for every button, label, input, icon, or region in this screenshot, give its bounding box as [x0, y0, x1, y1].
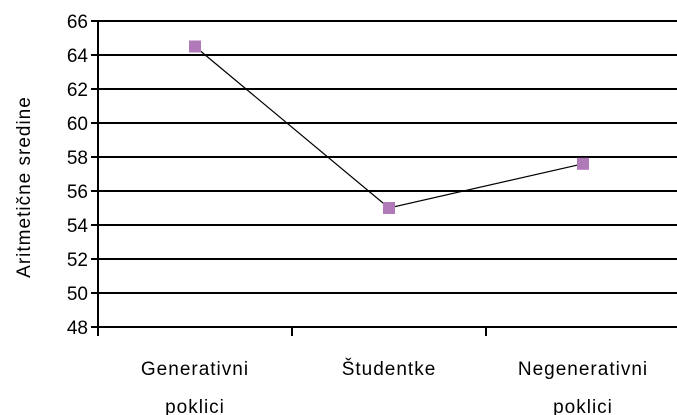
y-axis-title: Aritmetične sredine — [14, 96, 35, 278]
y-tick-label-52: 52 — [67, 250, 88, 271]
x-category-label-2-line-1: poklici — [553, 397, 613, 415]
data-point-1 — [383, 202, 395, 214]
x-category-label-1: Študentke — [342, 358, 437, 380]
x-category-label-0-line-1: poklici — [165, 397, 225, 415]
data-point-2 — [577, 157, 589, 170]
y-tick-label-56: 56 — [67, 182, 88, 203]
x-category-label-0: Generativni poklici — [141, 359, 249, 415]
x-category-label-0-line-0: Generativni — [141, 359, 249, 380]
gridlines — [98, 20, 677, 294]
y-tick-label-58: 58 — [67, 148, 88, 169]
y-tick-label-60: 60 — [67, 114, 88, 135]
x-category-label-2-line-0: Negenerativni — [518, 359, 648, 380]
series-line — [194, 46, 584, 209]
y-tick-label-48: 48 — [67, 318, 88, 339]
axes — [91, 20, 677, 336]
y-tick-label-50: 50 — [67, 284, 88, 305]
y-tick-label-62: 62 — [67, 80, 88, 101]
y-tick-label-54: 54 — [67, 216, 89, 237]
y-tick-labels: 48 50 52 54 56 58 60 62 64 66 — [67, 12, 89, 339]
x-category-label-1-line-0: Študentke — [342, 358, 437, 380]
x-category-labels: Generativni poklici Študentke Negenerativni… — [141, 358, 648, 415]
series — [189, 40, 589, 214]
data-point-0 — [189, 40, 201, 53]
y-tick-label-64: 64 — [67, 46, 89, 67]
y-tick-label-66: 66 — [67, 12, 88, 33]
x-category-label-2: Negenerativni poklici — [518, 359, 648, 415]
